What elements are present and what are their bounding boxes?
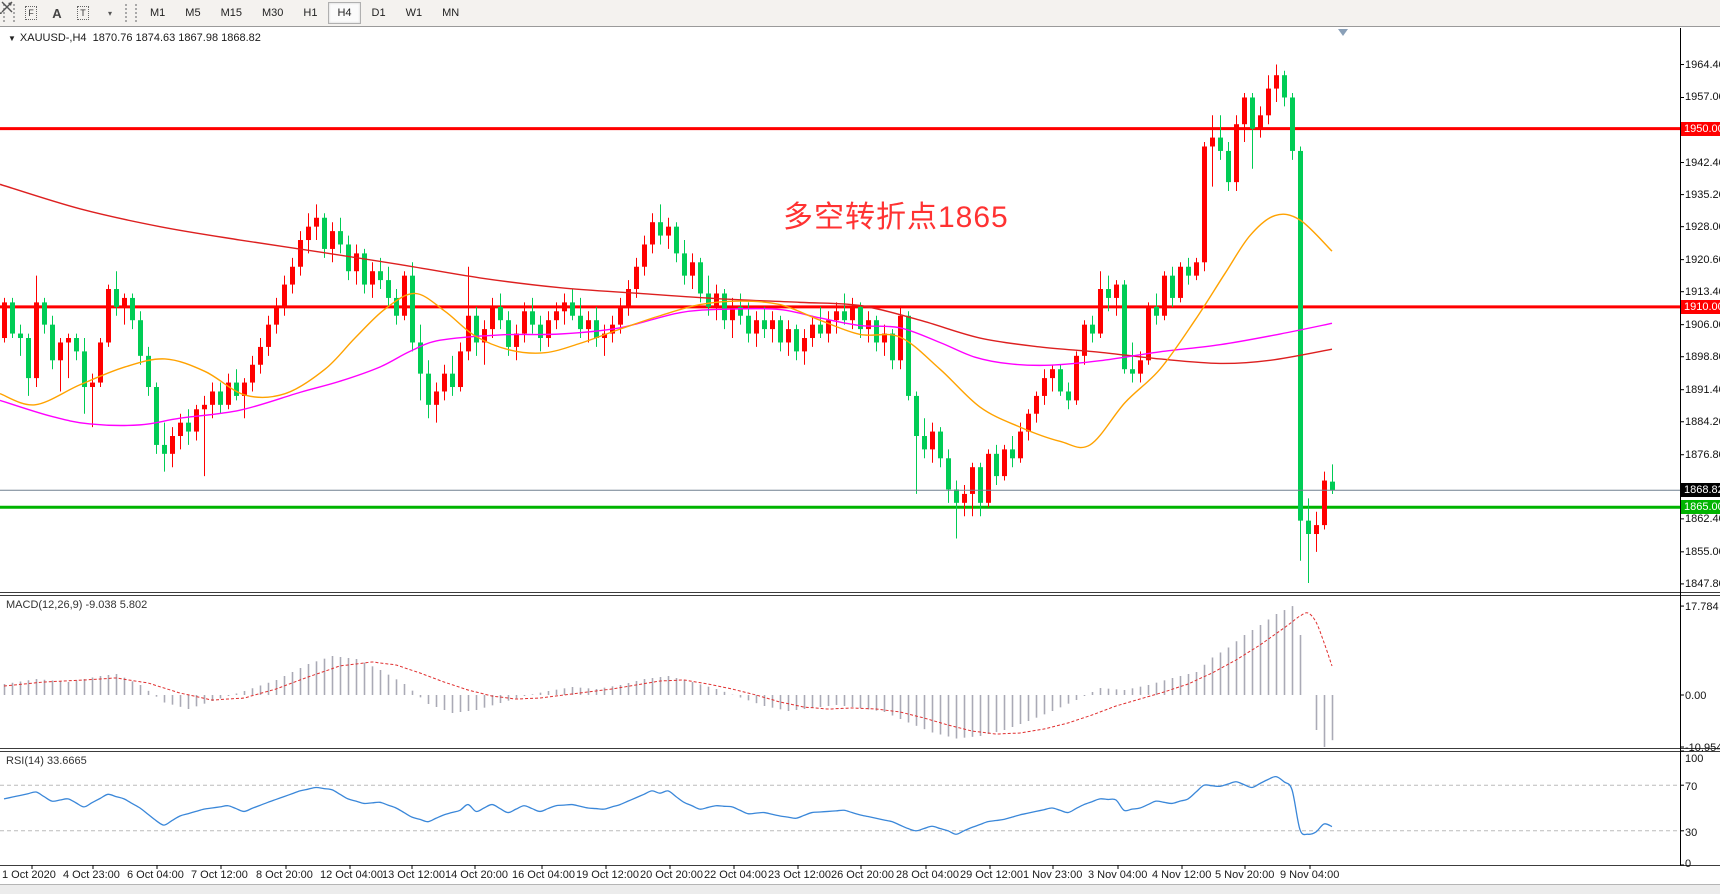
price-tick-label: 1957.00 xyxy=(1685,91,1720,104)
time-tick-label: 16 Oct 04:00 xyxy=(512,869,575,881)
time-tick-label: 19 Oct 12:00 xyxy=(576,869,639,881)
chart-text-annotation[interactable]: 多空转折点1865 xyxy=(783,201,1009,234)
time-tick-label: 26 Oct 20:00 xyxy=(831,869,894,881)
toolbar-grip[interactable] xyxy=(3,4,15,22)
time-tick-label: 4 Nov 12:00 xyxy=(1152,869,1212,881)
ma-medium-magenta-line[interactable] xyxy=(0,307,1333,427)
rsi-tick-label: 70 xyxy=(1685,781,1698,794)
panel-borders xyxy=(0,28,1720,866)
price-tick-label: 1862.40 xyxy=(1685,512,1720,525)
chart-shift-marker[interactable] xyxy=(1338,29,1348,36)
macd-indicator-label: MACD(12,26,9) -9.038 5.802 xyxy=(6,599,148,611)
time-tick-label: 9 Nov 04:00 xyxy=(1280,869,1340,881)
price-tick-label: 1876.80 xyxy=(1685,448,1720,461)
macd-tick-label: 17.784 xyxy=(1685,601,1719,614)
price-tick-label: 1942.40 xyxy=(1685,156,1720,169)
toolbar-grip[interactable] xyxy=(125,4,137,22)
timeframe-button-h1[interactable]: H1 xyxy=(303,7,318,19)
timeframe-button-m15[interactable]: M15 xyxy=(220,7,242,19)
rsi-line xyxy=(3,775,1333,836)
timeframe-button-m1[interactable]: M1 xyxy=(150,7,166,19)
text-label-tool-icon[interactable]: T xyxy=(71,1,95,25)
price-tick-label: 1898.80 xyxy=(1685,350,1720,363)
arrow-tool-glyph xyxy=(0,1,13,14)
time-tick-label: 22 Oct 04:00 xyxy=(704,869,767,881)
dropdown-caret-icon[interactable]: ▾ xyxy=(107,8,112,18)
rsi-level-lines xyxy=(0,784,1680,832)
time-tick-label: 14 Oct 20:00 xyxy=(445,869,508,881)
level-price-label: 1950.00 xyxy=(1681,121,1720,136)
time-tick-label: 8 Oct 20:00 xyxy=(256,869,313,881)
time-tick-label: 13 Oct 12:00 xyxy=(382,869,445,881)
time-tick-label: 29 Oct 12:00 xyxy=(960,869,1023,881)
drawing-tools-group: F A T ▾ xyxy=(0,1,122,25)
timeframe-button-mn[interactable]: MN xyxy=(442,7,460,19)
candlestick-series[interactable] xyxy=(2,64,1335,584)
timeframe-group: M1 M5 M15 M30 H1 H4 D1 W1 MN xyxy=(140,2,469,24)
time-tick-label: 1 Oct 2020 xyxy=(2,869,56,881)
timeframe-button-w1[interactable]: W1 xyxy=(405,7,423,19)
text-label-tool-glyph: T xyxy=(77,6,89,20)
chart-title: ▼ XAUUSD-,H4 1870.76 1874.63 1867.98 1868… xyxy=(8,32,261,44)
rsi-tick-label: 0 xyxy=(1685,858,1692,870)
rsi-tick-label: 30 xyxy=(1685,826,1698,839)
time-tick-label: 28 Oct 04:00 xyxy=(896,869,959,881)
toolbar: F A T ▾ M1 M5 M15 M30 H1 H4 D1 W1 MN xyxy=(0,0,1720,27)
level-price-label: 1865.00 xyxy=(1681,500,1720,515)
ma-slow-red-line[interactable] xyxy=(0,183,1333,365)
macd-tick-label: 0.00 xyxy=(1685,690,1707,702)
price-tick-label: 1920.60 xyxy=(1685,253,1720,266)
price-tick-label: 1906.00 xyxy=(1685,318,1720,331)
time-tick-label: 12 Oct 04:00 xyxy=(320,869,383,881)
level-price-label: 1910.00 xyxy=(1681,299,1720,314)
current-price-label: 1868.82 xyxy=(1681,483,1720,498)
timeframe-button-m30[interactable]: M30 xyxy=(261,7,284,19)
arrow-tool-icon[interactable]: ▾ xyxy=(0,1,121,25)
chart-collapse-arrow-icon[interactable]: ▼ xyxy=(8,34,16,43)
timeframe-button-h4[interactable]: H4 xyxy=(328,2,361,24)
timeframe-button-d1[interactable]: D1 xyxy=(371,7,386,19)
time-tick-label: 5 Nov 20:00 xyxy=(1215,869,1275,881)
timeframe-button-m5[interactable]: M5 xyxy=(185,7,201,19)
rsi-indicator-label: RSI(14) 33.6665 xyxy=(6,755,87,767)
price-tick-label: 1928.00 xyxy=(1685,220,1720,233)
time-tick-label: 20 Oct 20:00 xyxy=(640,869,703,881)
time-tick-label: 7 Oct 12:00 xyxy=(191,869,248,881)
time-tick-label: 1 Nov 23:00 xyxy=(1023,869,1083,881)
macd-signal-line xyxy=(3,612,1333,735)
ma-fast-orange-line[interactable] xyxy=(0,213,1333,449)
time-tick-label: 3 Nov 04:00 xyxy=(1088,869,1148,881)
price-tick-label: 1847.80 xyxy=(1685,577,1720,590)
status-strip xyxy=(0,884,1720,894)
price-tick-label: 1964.40 xyxy=(1685,58,1720,71)
price-tick-label: 1935.20 xyxy=(1685,188,1720,201)
macd-histogram xyxy=(3,606,1334,747)
fibonacci-tool-glyph: F xyxy=(25,6,37,20)
time-tick-label: 6 Oct 04:00 xyxy=(127,869,184,881)
chart-symbol-label: XAUUSD-,H4 xyxy=(19,32,87,44)
time-tick-label: 23 Oct 12:00 xyxy=(768,869,831,881)
price-tick-label: 1913.40 xyxy=(1685,285,1720,298)
axis-tick-marks xyxy=(31,64,1684,869)
chart-ohlc-values: 1870.76 1874.63 1867.98 1868.82 xyxy=(92,32,261,44)
price-tick-label: 1891.40 xyxy=(1685,383,1720,396)
price-tick-label: 1884.20 xyxy=(1685,415,1720,428)
text-tool-icon[interactable]: A xyxy=(52,5,62,21)
price-tick-label: 1855.00 xyxy=(1685,545,1720,558)
macd-tick-label: -10.954 xyxy=(1685,742,1720,754)
rsi-tick-label: 100 xyxy=(1685,753,1704,765)
fibonacci-tool-icon[interactable]: F xyxy=(19,1,43,25)
horizontal-level-lines[interactable] xyxy=(0,127,1680,509)
time-tick-label: 4 Oct 23:00 xyxy=(63,869,120,881)
